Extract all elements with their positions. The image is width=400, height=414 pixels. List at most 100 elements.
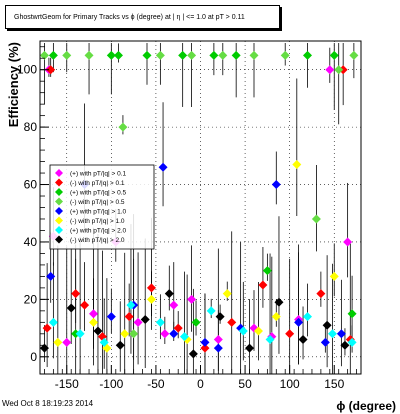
data-point <box>347 309 357 319</box>
data-point <box>322 320 332 330</box>
x-tick-label: -150 <box>55 377 79 391</box>
y-tick-label: 80 <box>24 120 38 134</box>
data-point <box>298 335 308 345</box>
data-point <box>84 50 94 60</box>
x-tick-label: 50 <box>238 377 252 391</box>
legend-marker <box>55 178 63 187</box>
legend-marker <box>55 188 63 196</box>
data-point <box>62 337 72 347</box>
data-point <box>106 312 116 322</box>
data-point <box>258 280 268 290</box>
data-point <box>169 300 179 310</box>
data-point <box>292 159 302 169</box>
data-point <box>146 294 156 304</box>
data-point <box>200 337 210 347</box>
data-point <box>200 343 210 353</box>
data-point <box>178 50 188 60</box>
data-point <box>169 329 179 339</box>
timestamp: Wed Oct 8 18:19:23 2014 <box>2 399 94 408</box>
data-point <box>48 50 58 60</box>
x-tick-label: -50 <box>147 377 165 391</box>
data-point <box>303 50 312 60</box>
legend-entry: (-) with pT/|q| > 1.0 <box>70 218 125 225</box>
legend-entry: (+) with pT/|q| > 0.1 <box>70 171 127 178</box>
data-point <box>238 326 248 336</box>
data-point <box>316 289 326 299</box>
data-point <box>80 300 90 310</box>
data-point <box>271 312 281 322</box>
data-point <box>42 323 52 333</box>
data-point <box>347 337 357 347</box>
data-point <box>66 303 76 313</box>
data-point <box>46 65 56 75</box>
data-point <box>39 50 49 60</box>
data-point <box>164 289 174 299</box>
data-point <box>142 50 152 60</box>
data-point <box>46 271 56 281</box>
data-point <box>253 326 263 336</box>
data-point <box>218 50 228 60</box>
legend-entry: (-) with pT/|q| > 0.5 <box>70 199 125 206</box>
x-tick-label: -100 <box>99 377 123 391</box>
data-point <box>209 50 219 60</box>
data-point <box>188 349 198 359</box>
legend-marker <box>55 197 63 206</box>
data-point <box>71 289 81 299</box>
data-point <box>327 329 337 339</box>
data-point <box>179 332 189 342</box>
data-point <box>294 317 304 327</box>
y-axis-label: Efficiency (%) <box>6 42 21 127</box>
data-point <box>227 317 237 327</box>
data-point <box>231 50 241 60</box>
data-point <box>115 340 125 350</box>
data-point <box>133 317 143 327</box>
legend-entry: (+) with pT/|q| > 0.5 <box>70 190 127 197</box>
data-point <box>53 337 63 347</box>
y-tick-label: 60 <box>24 178 38 192</box>
data-point <box>213 335 223 345</box>
y-tick-label: 40 <box>24 235 38 249</box>
data-point <box>329 50 339 60</box>
legend-marker <box>55 235 63 244</box>
x-tick-label: 100 <box>280 377 300 391</box>
data-point <box>343 237 353 247</box>
data-point <box>173 323 183 333</box>
data-point <box>311 214 321 224</box>
data-point <box>93 326 103 336</box>
data-point <box>89 317 98 327</box>
data-point <box>106 50 116 60</box>
data-point <box>280 50 290 60</box>
legend-entry: (+) with pT/|q| > 2.0 <box>70 228 127 235</box>
data-point <box>99 337 109 347</box>
legend-marker <box>55 216 63 225</box>
data-point <box>129 329 139 339</box>
data-point <box>206 306 216 316</box>
data-point <box>126 300 136 310</box>
data-point <box>245 343 255 353</box>
data-point <box>325 65 335 75</box>
legend-entry: (-) with pT/|q| > 0.1 <box>70 180 125 187</box>
data-point <box>340 340 350 350</box>
legend-box <box>49 164 155 250</box>
legend-marker <box>55 207 63 215</box>
data-point <box>120 329 130 339</box>
data-point <box>334 65 344 75</box>
data-point <box>303 312 312 322</box>
data-point <box>222 289 232 299</box>
data-point <box>213 343 223 353</box>
data-point <box>158 162 168 172</box>
data-point <box>124 312 134 322</box>
y-tick-label: 0 <box>30 350 37 364</box>
grid <box>40 41 361 374</box>
data-point <box>89 309 98 319</box>
y-tick-label: 20 <box>24 292 38 306</box>
data-point <box>187 294 197 304</box>
data-point <box>320 337 330 347</box>
data-point <box>160 329 170 339</box>
data-point <box>285 329 295 339</box>
data-point <box>191 317 201 327</box>
data-point <box>349 50 359 60</box>
data-point <box>155 317 165 327</box>
legend: (+) with pT/|q| > 0.1 (-) with pT/|q| > 0… <box>49 164 155 250</box>
